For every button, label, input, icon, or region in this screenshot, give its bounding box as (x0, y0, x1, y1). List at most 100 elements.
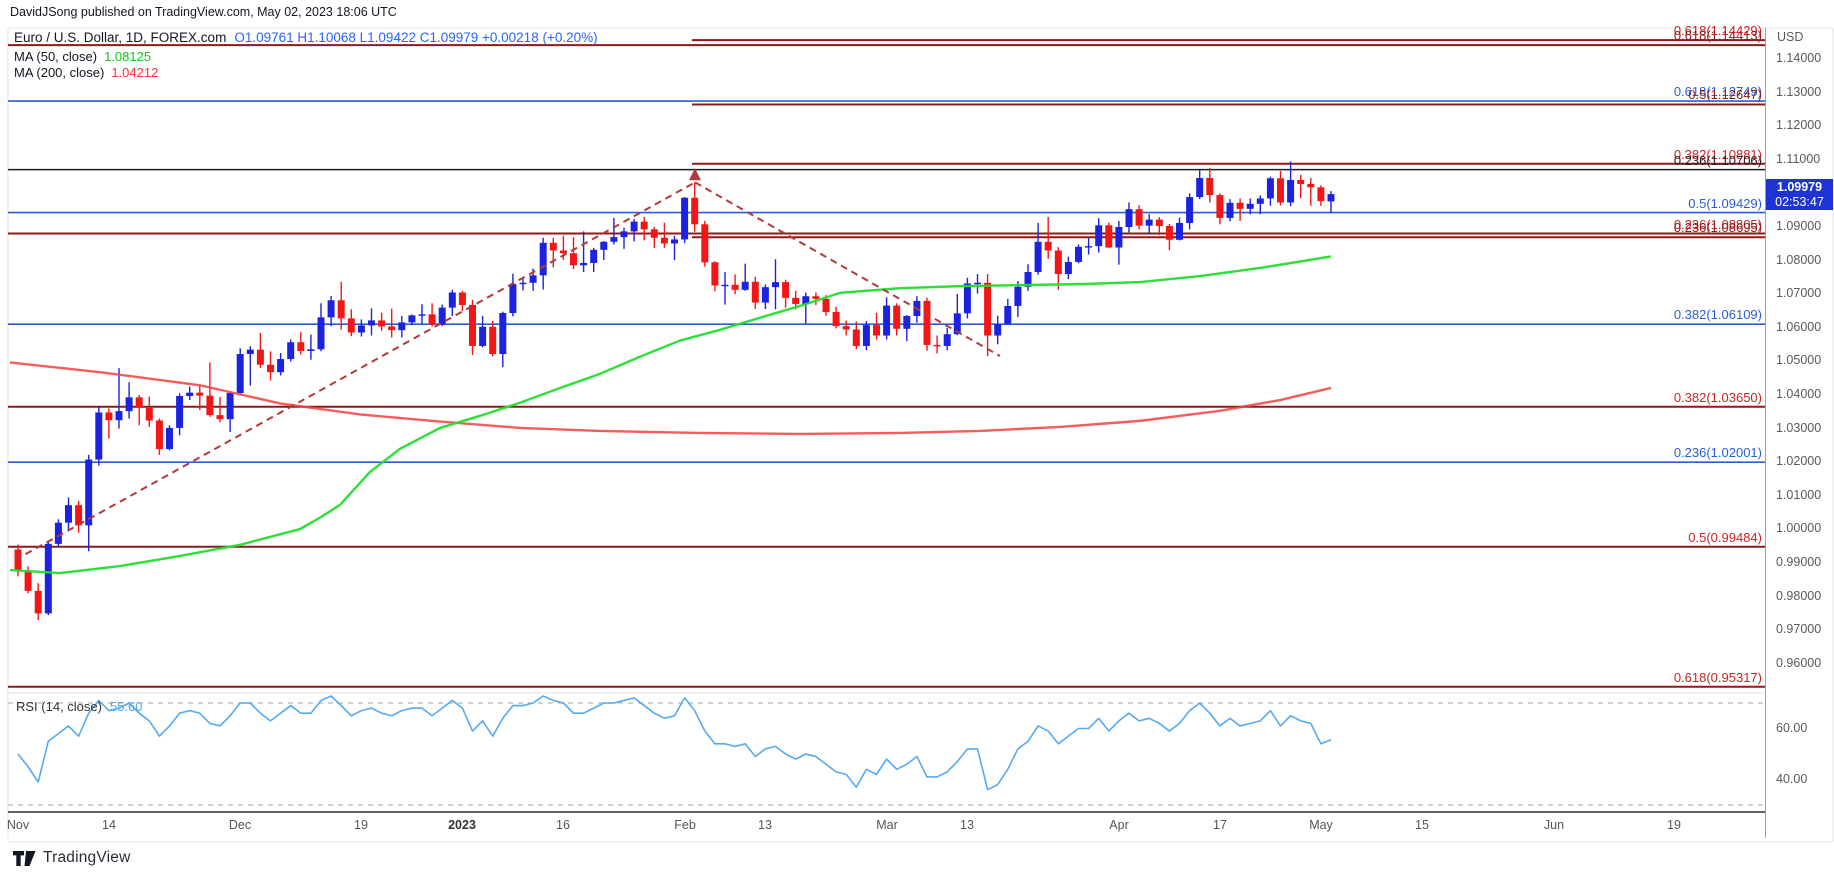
price-axis-tick: 1.08000 (1776, 252, 1822, 267)
fib-level-label: 0.382(1.03650) (1673, 389, 1762, 405)
candle-body (711, 262, 719, 286)
candle-body (842, 326, 850, 330)
price-axis-tick: 0.98000 (1776, 588, 1822, 603)
candle-body (782, 282, 790, 298)
price-axis-tick: 1.05000 (1776, 353, 1822, 368)
candle-body (206, 395, 214, 416)
candle-body (650, 229, 658, 238)
candle-body (115, 411, 123, 421)
candle-body (873, 325, 880, 336)
candle-body (681, 197, 689, 240)
rsi-axis-tick: 60.00 (1776, 720, 1808, 735)
time-axis-label: Feb (674, 818, 696, 832)
time-axis-label: 19 (1667, 818, 1681, 832)
fib-level-label: 0.5(1.12647) (1688, 87, 1762, 103)
candle-body (1145, 219, 1153, 226)
candle-body (570, 253, 577, 266)
candle-body (671, 239, 678, 244)
symbol-title: Euro / U.S. Dollar, 1D, FOREX.com (14, 30, 227, 45)
candle-body (307, 349, 315, 351)
price-axis-currency: USD (1777, 30, 1804, 44)
candle-body (792, 297, 800, 304)
price-axis-tick: 0.97000 (1776, 622, 1822, 637)
candle-body (812, 296, 820, 299)
candle-body (1186, 197, 1194, 223)
candle-body (590, 249, 598, 263)
fib-level-label: 0.5(1.09429) (1688, 195, 1762, 211)
candle-body (267, 364, 274, 373)
candle-body (186, 392, 194, 397)
candle-body (65, 505, 72, 523)
candle-body (984, 282, 992, 336)
candle-body (1075, 246, 1082, 262)
candle-body (216, 415, 224, 420)
time-axis-label: Apr (1109, 818, 1129, 832)
candle-body (772, 282, 779, 288)
rsi-legend[interactable]: RSI (14, close) 55.60 (16, 699, 143, 714)
candle-body (105, 412, 113, 421)
candle-body (1236, 202, 1244, 209)
candle-body (1095, 225, 1103, 247)
price-axis-tick: 1.14000 (1776, 51, 1822, 65)
price-axis-tick: 1.04000 (1776, 387, 1822, 401)
fib-level-label: 0.236(1.08805) (1673, 216, 1762, 232)
candle-body (539, 242, 547, 276)
rsi-line (17, 695, 1332, 791)
candle-body (640, 221, 648, 230)
candle-body (731, 284, 739, 290)
ma200-label: MA (200, close) (14, 65, 105, 80)
candle-body (660, 237, 668, 244)
candle-body (1277, 178, 1284, 203)
time-axis-label: Jun (1543, 818, 1565, 832)
candle-body (862, 325, 870, 346)
candle-body (166, 427, 173, 450)
trendline (14, 181, 696, 561)
candle-body (1176, 222, 1183, 240)
candle-body (368, 320, 375, 326)
candle-body (1004, 305, 1012, 325)
time-axis-label: 15 (1415, 818, 1429, 832)
candle-body (337, 300, 345, 319)
time-axis-label: 16 (556, 818, 570, 832)
candle-body (1085, 246, 1093, 248)
fib-level-label: 0.236(1.02001) (1673, 445, 1762, 461)
candle-body (822, 298, 830, 313)
tradingview-footer[interactable]: TradingView (13, 849, 131, 867)
candle-body (883, 305, 891, 336)
price-axis-tick: 1.12000 (1776, 118, 1822, 133)
candle-body (953, 313, 961, 335)
symbol-header[interactable]: Euro / U.S. Dollar, 1D, FOREX.com O1.0976… (14, 30, 598, 45)
candle-body (923, 300, 931, 345)
time-axis-label: 14 (102, 818, 116, 832)
price-axis-tick: 1.09000 (1776, 219, 1822, 233)
candle-body (469, 304, 476, 346)
bar-countdown: 02:53:47 (1775, 195, 1824, 209)
candle-body (741, 281, 749, 290)
candle-body (620, 231, 628, 238)
candle-body (1317, 187, 1325, 202)
price-axis-tick: 1.01000 (1776, 487, 1822, 502)
ma50-legend[interactable]: MA (50, close) 1.08125 (14, 49, 151, 64)
time-axis-label: 13 (960, 818, 974, 832)
last-price-badge: 1.09979 02:53:47 (1766, 179, 1833, 210)
fib-level-label: 0.236(1.08695) (1673, 220, 1762, 236)
candle-body (236, 354, 244, 393)
time-axis-label: Dec (228, 818, 252, 832)
candle-body (1105, 225, 1113, 248)
ma50-value: 1.08125 (104, 49, 152, 64)
candle-body (499, 313, 507, 355)
candle-body (125, 397, 133, 412)
price-axis-tick: 1.11000 (1776, 151, 1821, 166)
candle-body (1135, 209, 1143, 226)
fib-level-label: 0.236(1.10706) (1673, 152, 1762, 168)
candle-body (246, 349, 254, 355)
candle-body (701, 224, 709, 263)
candle-body (428, 314, 436, 325)
candle-body (135, 397, 143, 408)
candle-body (75, 505, 83, 526)
ma200-legend[interactable]: MA (200, close) 1.04212 (14, 65, 158, 80)
candle-body (519, 282, 527, 285)
candle-body (95, 412, 103, 460)
